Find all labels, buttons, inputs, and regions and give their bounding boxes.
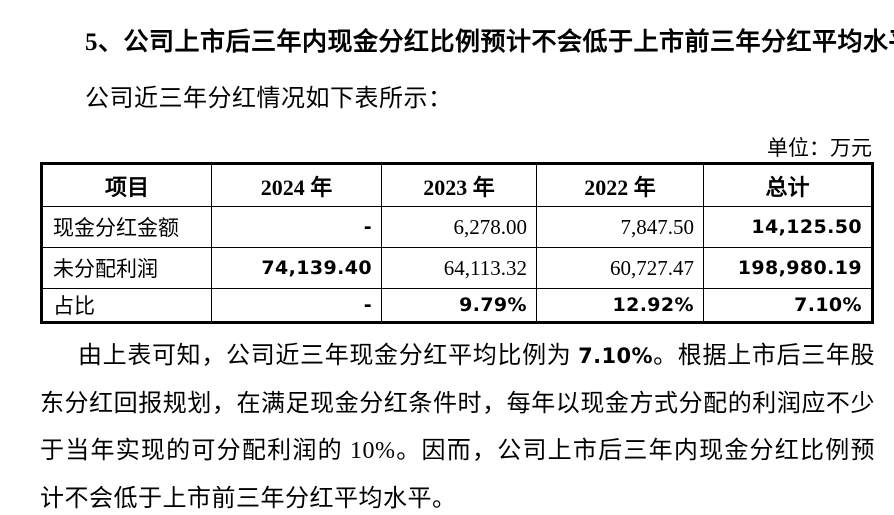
table-cell: 12.92%	[536, 288, 704, 323]
header-item: 项目	[41, 163, 212, 207]
highlight-average-ratio: 7.10%	[578, 344, 653, 368]
table-cell: 7.10%	[703, 288, 873, 323]
table-cell: 7,847.50	[536, 206, 704, 248]
unit-label: 单位：万元	[767, 136, 872, 160]
table-header-row: 项目 2024 年 2023 年 2022 年 总计	[41, 163, 873, 207]
row-cash-dividend: 现金分红金额 - 6,278.00 7,847.50 14,125.50	[41, 206, 873, 248]
table-cell: 74,139.40	[211, 247, 382, 289]
table-cell: 6,278.00	[381, 206, 537, 248]
table-cell: -	[211, 206, 382, 248]
paragraph-part2: 。根据上市后三年股东分红回报规划，在满足现金分红条件时，每年以现金方式分配的利润…	[40, 343, 876, 512]
row-label: 占比	[41, 288, 212, 323]
paragraph-part1: 由上表可知，公司近三年现金分红平均比例为	[78, 343, 579, 369]
summary-paragraph: 由上表可知，公司近三年现金分红平均比例为 7.10%。根据上市后三年股东分红回报…	[40, 333, 875, 515]
header-total: 总计	[703, 163, 873, 207]
row-undistributed-profit: 未分配利润 74,139.40 64,113.32 60,727.47 198,…	[41, 247, 873, 289]
table-cell: 60,727.47	[536, 247, 704, 289]
row-ratio: 占比 - 9.79% 12.92% 7.10%	[41, 288, 873, 323]
table-cell: 198,980.19	[703, 247, 873, 289]
header-2022: 2022 年	[536, 163, 704, 207]
header-2024: 2024 年	[211, 163, 382, 207]
dividend-table: 项目 2024 年 2023 年 2022 年 总计 现金分红金额 - 6,27…	[40, 162, 874, 324]
table-cell: 9.79%	[381, 288, 537, 323]
header-2023: 2023 年	[381, 163, 537, 207]
section-heading: 5、公司上市后三年内现金分红比例预计不会低于上市前三年分红平均水平	[85, 29, 894, 56]
table-cell: 64,113.32	[381, 247, 537, 289]
table-cell: -	[211, 288, 382, 323]
table-cell: 14,125.50	[703, 206, 873, 248]
row-label: 现金分红金额	[41, 206, 212, 248]
intro-text: 公司近三年分红情况如下表所示：	[85, 86, 453, 112]
row-label: 未分配利润	[41, 247, 212, 289]
